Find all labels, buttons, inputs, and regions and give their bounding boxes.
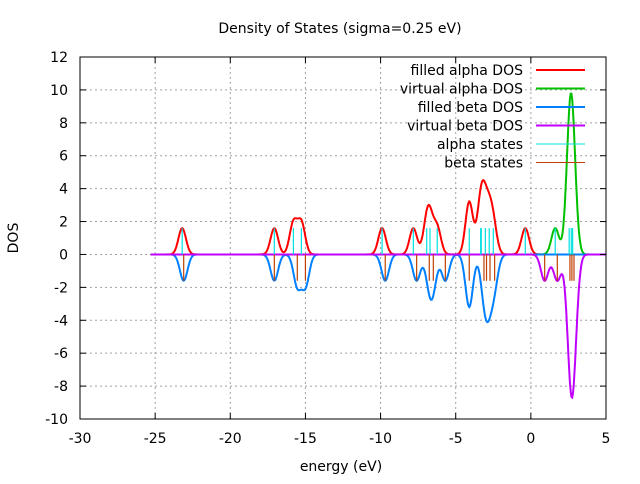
y-tick-label: -4 <box>54 313 68 329</box>
y-tick-label: 4 <box>59 182 68 198</box>
x-tick-label: -5 <box>449 431 463 447</box>
chart-title: Density of States (sigma=0.25 eV) <box>218 21 461 37</box>
x-tick-label: -15 <box>294 431 317 447</box>
legend-label: virtual alpha DOS <box>400 82 523 98</box>
filled-beta-DOS-curve <box>150 253 606 324</box>
x-tick-label: -25 <box>144 431 167 447</box>
y-tick-label: -8 <box>54 379 68 395</box>
legend-label: filled alpha DOS <box>411 63 524 79</box>
y-axis-label: DOS <box>6 223 22 254</box>
filled-alpha-DOS-curve <box>150 179 606 256</box>
legend-label: alpha states <box>437 137 523 153</box>
grid <box>80 57 606 419</box>
x-tick-label: -20 <box>219 431 242 447</box>
legend-label: filled beta DOS <box>418 100 523 116</box>
y-tick-label: 12 <box>50 50 68 66</box>
y-tick-label: 6 <box>59 149 68 165</box>
plot-frame <box>79 56 607 420</box>
x-tick-label: -10 <box>369 431 392 447</box>
y-tick-label: 0 <box>59 247 68 263</box>
x-tick-label: -30 <box>69 431 92 447</box>
legend-label: beta states <box>444 156 523 172</box>
y-tick-label: 10 <box>50 83 68 99</box>
plot-area <box>150 92 606 400</box>
x-axis-label: energy (eV) <box>300 459 382 475</box>
y-tick-label: -6 <box>54 346 68 362</box>
legend: filled alpha DOS virtual alpha DOS filled … <box>400 63 585 172</box>
y-tick-label: 2 <box>59 215 68 231</box>
x-tick-label: 5 <box>602 431 611 447</box>
virtual-beta-DOS-curve <box>150 253 606 400</box>
y-tick-label: -2 <box>54 280 68 296</box>
y-tick-label: -10 <box>45 412 68 428</box>
virtual-alpha-DOS-curve <box>150 92 606 256</box>
y-tick-label: 8 <box>59 116 68 132</box>
legend-label: virtual beta DOS <box>407 119 523 135</box>
x-tick-label: 0 <box>526 431 535 447</box>
